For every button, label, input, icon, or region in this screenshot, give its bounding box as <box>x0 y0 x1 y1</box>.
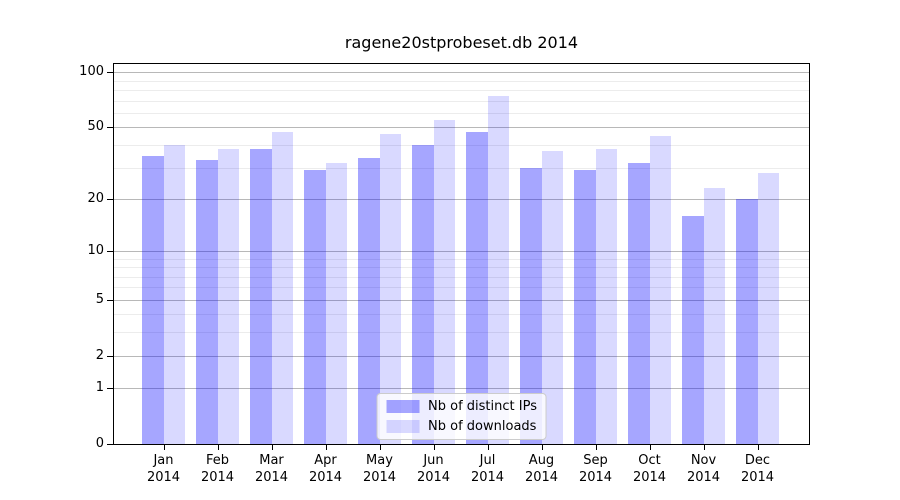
bar-jan-downloads <box>163 145 185 444</box>
bar-nov-downloads <box>703 188 725 444</box>
legend-row-downloads: Nb of downloads <box>386 419 537 434</box>
y-tick-label-50: 50 <box>87 119 104 135</box>
gridline-major-20 <box>114 198 809 200</box>
bar-apr-distinct-ips <box>304 170 326 444</box>
x-tick-oct <box>649 445 651 450</box>
gridline-minor-7 <box>114 276 809 278</box>
bar-sep-downloads <box>595 149 617 444</box>
gridline-minor-30 <box>114 167 809 169</box>
x-tick-label-may: May 2014 <box>362 453 397 485</box>
x-tick-label-dec: Dec 2014 <box>740 453 775 485</box>
bar-mar-downloads <box>271 132 293 444</box>
x-tick-label-apr: Apr 2014 <box>308 453 343 485</box>
x-tick-aug <box>541 445 543 450</box>
x-tick-nov <box>703 445 705 450</box>
bar-dec-downloads <box>757 172 779 444</box>
bar-feb-downloads <box>217 149 239 444</box>
y-tick-label-20: 20 <box>87 190 104 206</box>
x-tick-sep <box>595 445 597 450</box>
bar-aug-downloads <box>541 151 563 444</box>
gridline-major-50 <box>114 127 809 129</box>
y-tick-0 <box>107 444 113 445</box>
bar-oct-distinct-ips <box>628 162 650 444</box>
x-tick-mar <box>271 445 273 450</box>
bar-jun-downloads <box>433 119 455 444</box>
gridline-major-100 <box>114 72 809 74</box>
bar-mar-distinct-ips <box>250 149 272 444</box>
gridline-major-1 <box>114 388 809 390</box>
x-tick-dec <box>757 445 759 450</box>
bar-jun-distinct-ips <box>412 145 434 444</box>
y-tick-1 <box>107 388 113 390</box>
y-tick-label-0: 0 <box>95 436 104 451</box>
y-tick-label-10: 10 <box>87 242 104 258</box>
bar-may-distinct-ips <box>358 157 380 444</box>
gridline-major-5 <box>114 299 809 301</box>
x-tick-label-nov: Nov 2014 <box>686 453 721 485</box>
legend: Nb of distinct IPs Nb of downloads <box>376 393 547 440</box>
x-tick-label-sep: Sep 2014 <box>578 453 613 485</box>
plot-area: Nb of distinct IPs Nb of downloads <box>113 63 810 445</box>
bars-layer <box>114 64 809 444</box>
bar-jul-distinct-ips <box>466 132 488 444</box>
y-tick-10 <box>107 250 113 252</box>
y-tick-label-2: 2 <box>95 347 104 363</box>
x-tick-label-jul: Jul 2014 <box>470 453 505 485</box>
gridline-major-10 <box>114 250 809 252</box>
y-tick-20 <box>107 198 113 200</box>
gridline-minor-4 <box>114 314 809 316</box>
bar-aug-distinct-ips <box>520 167 542 444</box>
x-tick-label-jan: Jan 2014 <box>146 453 181 485</box>
gridline-minor-70 <box>114 100 809 102</box>
grid-layer <box>114 64 809 444</box>
legend-label-distinct-ips: Nb of distinct IPs <box>428 399 537 414</box>
chart-title: ragene20stprobeset.db 2014 <box>344 33 579 52</box>
bar-apr-downloads <box>325 162 347 444</box>
x-tick-jul <box>487 445 489 450</box>
legend-label-downloads: Nb of downloads <box>428 419 537 434</box>
gridline-minor-90 <box>114 80 809 82</box>
legend-swatch-distinct-ips <box>386 400 420 413</box>
gridline-minor-8 <box>114 267 809 269</box>
x-tick-apr <box>325 445 327 450</box>
bar-sep-distinct-ips <box>574 170 596 444</box>
x-tick-label-jun: Jun 2014 <box>416 453 451 485</box>
y-tick-100 <box>107 72 113 74</box>
gridline-minor-9 <box>114 258 809 260</box>
bar-may-downloads <box>379 134 401 444</box>
y-tick-label-100: 100 <box>79 64 104 80</box>
y-tick-50 <box>107 127 113 129</box>
y-tick-5 <box>107 299 113 301</box>
gridline-major-2 <box>114 355 809 357</box>
bar-nov-distinct-ips <box>682 215 704 444</box>
x-tick-label-mar: Mar 2014 <box>254 453 289 485</box>
y-tick-2 <box>107 355 113 357</box>
x-tick-label-oct: Oct 2014 <box>632 453 667 485</box>
bar-jan-distinct-ips <box>142 155 164 444</box>
gridline-minor-3 <box>114 332 809 334</box>
y-tick-label-5: 5 <box>95 291 104 307</box>
bar-jul-downloads <box>487 96 509 444</box>
y-tick-label-1: 1 <box>95 380 104 396</box>
bar-dec-distinct-ips <box>736 198 758 444</box>
x-tick-label-aug: Aug 2014 <box>524 453 559 485</box>
x-tick-jan <box>163 445 165 450</box>
x-tick-feb <box>217 445 219 450</box>
x-tick-label-feb: Feb 2014 <box>200 453 235 485</box>
gridline-minor-6 <box>114 287 809 289</box>
legend-row-distinct-ips: Nb of distinct IPs <box>386 399 537 414</box>
bar-oct-downloads <box>649 135 671 444</box>
gridline-minor-80 <box>114 90 809 92</box>
x-tick-may <box>379 445 381 450</box>
x-tick-jun <box>433 445 435 450</box>
legend-swatch-downloads <box>386 420 420 433</box>
bar-feb-distinct-ips <box>196 160 218 444</box>
gridline-minor-40 <box>114 145 809 147</box>
gridline-minor-60 <box>114 113 809 115</box>
